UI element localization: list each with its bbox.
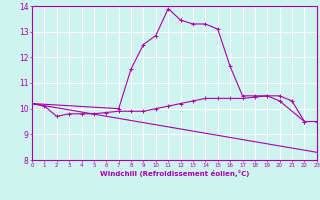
X-axis label: Windchill (Refroidissement éolien,°C): Windchill (Refroidissement éolien,°C) [100, 170, 249, 177]
